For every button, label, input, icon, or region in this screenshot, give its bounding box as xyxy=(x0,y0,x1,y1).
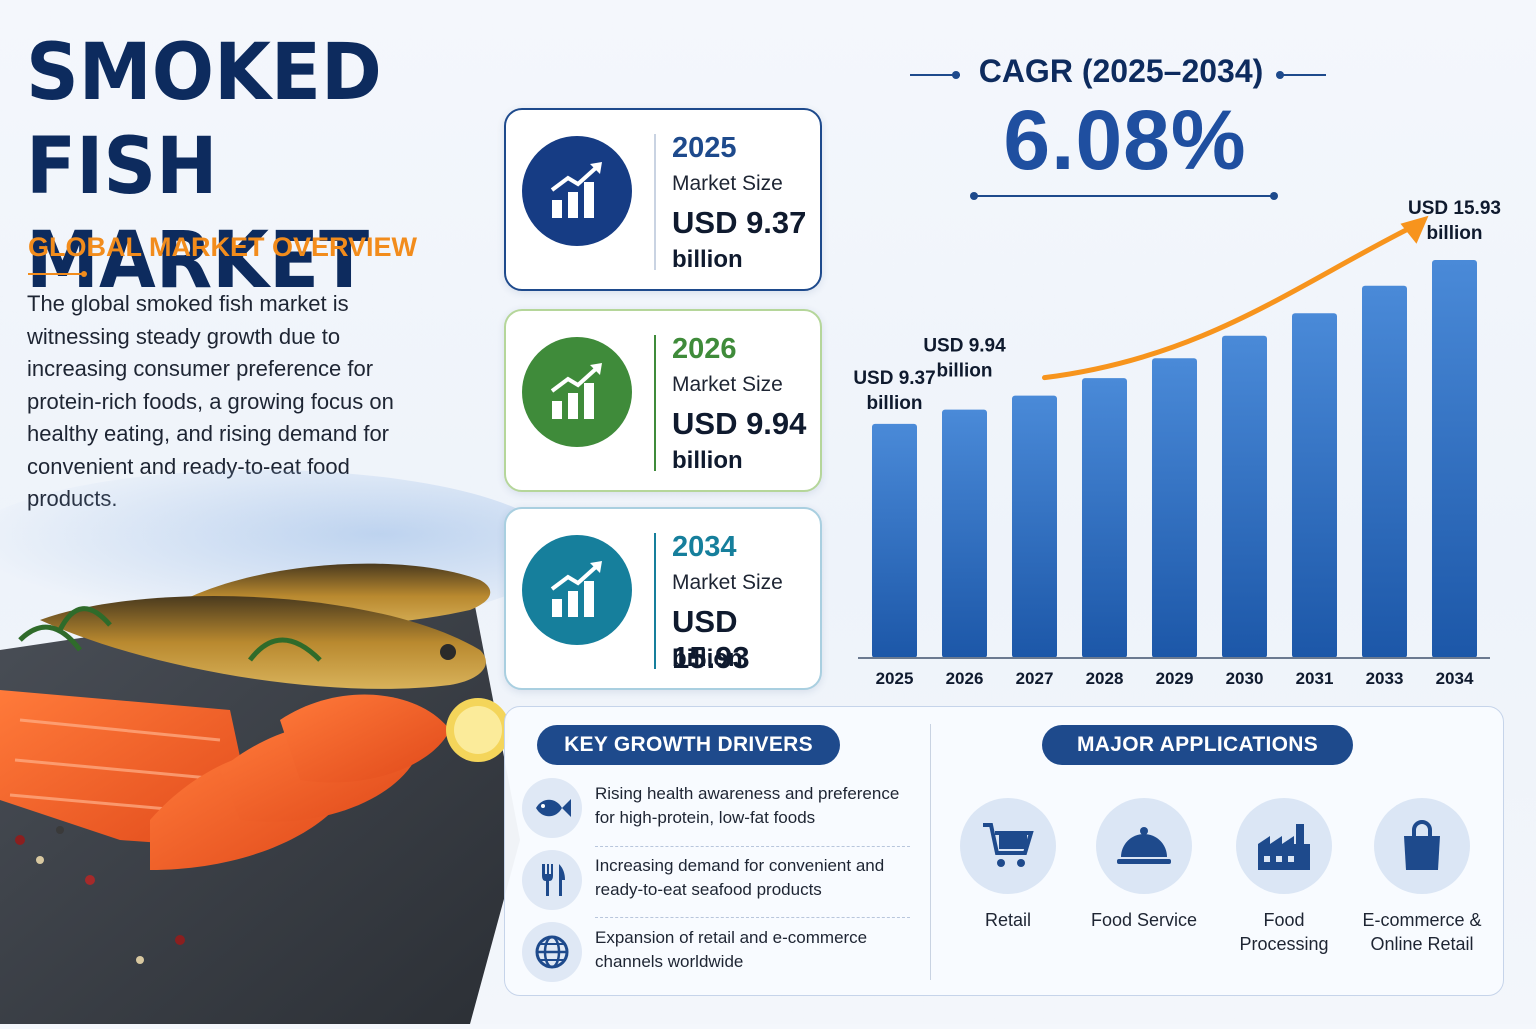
x-tick-label: 2025 xyxy=(876,669,914,688)
bar-2028 xyxy=(1082,378,1127,658)
x-tick-label: 2028 xyxy=(1086,669,1124,688)
stat-unit: billion xyxy=(672,246,743,273)
application-label: E-commerce & Online Retail xyxy=(1362,910,1482,954)
subtitle-underline xyxy=(28,271,87,277)
driver-item: Rising health awareness and preference f… xyxy=(522,776,912,840)
shopping-cart-icon xyxy=(960,798,1056,894)
page-subtitle: GLOBAL MARKET OVERVIEW xyxy=(28,232,418,262)
cagr-value: 6.08% xyxy=(1003,93,1247,187)
stat-label: Market Size xyxy=(672,571,783,594)
stat-label: Market Size xyxy=(672,373,783,396)
x-tick-label: 2027 xyxy=(1016,669,1054,688)
bar-data-label: billion xyxy=(937,361,993,382)
stat-card-2025: 2025 Market Size USD 9.37 billion xyxy=(504,108,822,291)
trend-arrow-head xyxy=(1400,215,1429,244)
stat-value: USD 15.93 xyxy=(672,604,750,675)
driver-text: Rising health awareness and preference f… xyxy=(595,784,900,827)
applications-title: MAJOR APPLICATIONS xyxy=(1042,725,1353,765)
market-bar-chart: 2025 2026 2027 2028 2029 2030 2031 2033 2034 USD… xyxy=(853,198,1501,688)
bar-2033 xyxy=(1362,285,1407,658)
stat-card-2026: 2026 Market Size USD 9.94 billion xyxy=(504,309,822,492)
x-tick-label: 2034 xyxy=(1436,669,1474,688)
bar-2025 xyxy=(872,423,917,658)
cagr-underline xyxy=(974,195,1274,197)
bar-data-label: USD 9.94 xyxy=(923,336,1006,357)
bar-2027 xyxy=(1012,395,1057,658)
driver-item: Expansion of retail and e-commerce chann… xyxy=(522,920,912,984)
fork-knife-icon xyxy=(522,850,582,910)
drivers-title: KEY GROWTH DRIVERS xyxy=(537,725,840,765)
growth-chart-icon xyxy=(522,535,632,645)
globe-icon xyxy=(522,922,582,982)
stat-value: USD 9.94 xyxy=(672,406,807,441)
application-food-processing: Food Processing xyxy=(1219,798,1349,956)
x-tick-label: 2031 xyxy=(1296,669,1334,688)
bar-data-label: USD 15.93 xyxy=(1408,198,1501,219)
stat-unit: billion xyxy=(672,447,743,474)
bar-data-label: USD 9.37 xyxy=(853,368,935,389)
cagr-rule-left xyxy=(910,74,960,76)
stat-value: USD 9.37 xyxy=(672,205,807,240)
bar-2029 xyxy=(1152,358,1197,658)
application-label: Retail xyxy=(984,910,1032,930)
stat-label: Market Size xyxy=(672,172,783,195)
bar-2031 xyxy=(1292,313,1337,658)
x-tick-label: 2026 xyxy=(946,669,984,688)
stat-year: 2034 xyxy=(672,531,737,563)
driver-text: Increasing demand for convenient and rea… xyxy=(595,856,885,899)
application-label: Food Processing xyxy=(1239,910,1329,954)
driver-item: Increasing demand for convenient and rea… xyxy=(522,848,912,912)
growth-chart-icon xyxy=(522,136,632,246)
stat-year: 2026 xyxy=(672,333,737,365)
bar-2034 xyxy=(1432,260,1477,658)
application-retail: Retail xyxy=(943,798,1073,932)
trend-arrow xyxy=(1042,223,1417,381)
factory-icon xyxy=(1236,798,1332,894)
cloche-icon xyxy=(1096,798,1192,894)
bar-2030 xyxy=(1222,335,1267,658)
cagr-label: CAGR (2025–2034) xyxy=(978,53,1264,89)
x-tick-label: 2033 xyxy=(1366,669,1404,688)
application-label: Food Service xyxy=(1090,910,1198,930)
bar-data-label: billion xyxy=(867,393,923,414)
stat-year: 2025 xyxy=(672,132,737,164)
stat-card-2034: 2034 Market Size USD 15.93 billion xyxy=(504,507,822,690)
intro-description: The global smoked fish market is witness… xyxy=(27,291,394,511)
x-tick-label: 2029 xyxy=(1156,669,1194,688)
shopping-bag-icon xyxy=(1374,798,1470,894)
fish-icon xyxy=(522,778,582,838)
application-food-service: Food Service xyxy=(1079,798,1209,932)
page-title: SMOKED FISH MARKET xyxy=(26,28,382,306)
driver-text: Expansion of retail and e-commerce chann… xyxy=(595,928,868,971)
smoked-fish-photo xyxy=(0,540,520,1024)
bar-data-label: billion xyxy=(1427,223,1483,244)
cagr-rule-right xyxy=(1282,74,1326,76)
stat-unit: billion xyxy=(672,645,743,672)
x-tick-label: 2030 xyxy=(1226,669,1264,688)
application-ecommerce: E-commerce & Online Retail xyxy=(1357,798,1487,956)
growth-chart-icon xyxy=(522,337,632,447)
bar-2026 xyxy=(942,409,987,658)
